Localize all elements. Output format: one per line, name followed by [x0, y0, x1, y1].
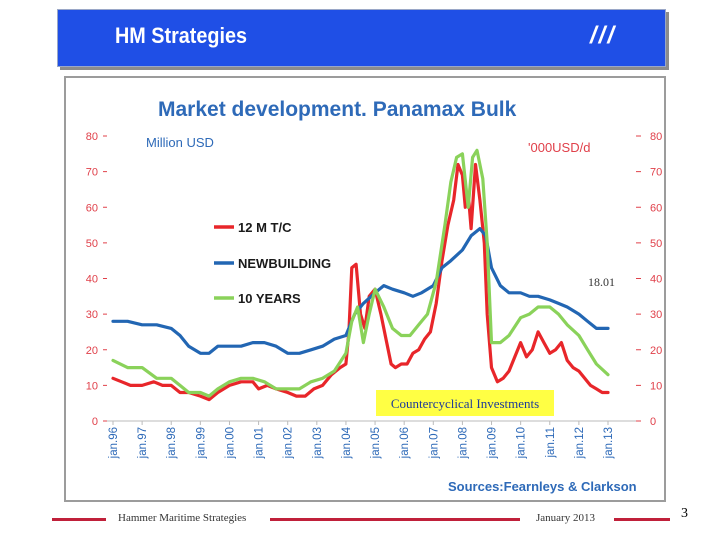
page-number: 3 [681, 506, 688, 521]
right-tick-label-3: 30 [650, 309, 662, 321]
footer-line-left [52, 518, 106, 521]
x-tick-label-3: jan.99 [195, 427, 207, 459]
chart-title: Market development. Panamax Bulk [158, 98, 517, 121]
x-tick-label-11: jan.07 [428, 427, 440, 459]
x-tick-label-9: jan.05 [370, 427, 382, 459]
countercyclical-highlight [376, 390, 554, 416]
x-tick-label-14: jan.10 [516, 427, 528, 459]
left-tick-label-4: 40 [86, 274, 98, 286]
right-tick-label-1: 10 [650, 380, 662, 392]
legend-label-1: NEWBUILDING [238, 256, 331, 271]
left-tick-label-7: 70 [86, 167, 98, 179]
countercyclical-label: Countercyclical Investments [391, 396, 539, 411]
left-tick-label-1: 10 [86, 380, 98, 392]
series-line-2 [111, 148, 610, 398]
x-tick-label-12: jan.08 [457, 427, 469, 459]
left-tick-label-6: 60 [86, 202, 98, 214]
left-axis-label: Million USD [146, 135, 214, 150]
chart-svg: Market development. Panamax Bulk 0 0 10 10 20… [86, 98, 663, 494]
header-title: HM Strategies [115, 23, 248, 48]
slide-header: HM Strategies /// [57, 9, 666, 67]
right-tick-label-7: 70 [650, 167, 662, 179]
footer-company: Hammer Maritime Strategies [118, 512, 247, 524]
x-tick-label-6: jan.02 [283, 427, 295, 459]
x-tick-label-16: jan.12 [574, 427, 586, 459]
series-line-0 [111, 162, 610, 402]
annotation-date: 18.01 [588, 275, 615, 289]
legend-label-0: 12 M T/C [238, 220, 292, 235]
x-tick-label-10: jan.06 [399, 427, 411, 459]
x-tick-label-13: jan.09 [487, 427, 499, 459]
right-tick-label-4: 40 [650, 274, 662, 286]
x-tick-label-2: jan.98 [166, 427, 178, 459]
x-tick-label-17: jan.13 [603, 427, 615, 459]
x-tick-label-4: jan.00 [224, 427, 236, 459]
x-tick-label-0: jan.96 [108, 427, 120, 459]
x-tick-label-8: jan.04 [341, 426, 353, 459]
left-tick-label-3: 30 [86, 309, 98, 321]
footer-line-middle [270, 518, 520, 521]
series-line-1 [111, 227, 610, 355]
chart-source: Sources:Fearnleys & Clarkson [448, 479, 637, 494]
x-tick-label-15: jan.11 [545, 427, 557, 458]
right-tick-label-0: 0 [650, 416, 656, 428]
x-tick-label-7: jan.03 [312, 427, 324, 459]
chart-frame: Market development. Panamax Bulk 0 0 10 10 20… [64, 76, 666, 502]
footer-date: January 2013 [536, 512, 595, 524]
left-tick-label-0: 0 [92, 416, 98, 428]
x-tick-label-1: jan.97 [137, 427, 149, 459]
left-tick-label-5: 50 [86, 238, 98, 250]
left-tick-label-8: 80 [86, 131, 98, 143]
legend-label-2: 10 YEARS [238, 291, 301, 306]
x-tick-label-5: jan.01 [254, 427, 266, 459]
right-tick-label-5: 50 [650, 238, 662, 250]
footer-line-right [614, 518, 670, 521]
right-tick-label-6: 60 [650, 202, 662, 214]
left-tick-label-2: 20 [86, 345, 98, 357]
right-axis-label: '000USD/d [528, 140, 590, 155]
right-tick-label-8: 80 [650, 131, 662, 143]
header-mark: /// [590, 22, 617, 49]
right-tick-label-2: 20 [650, 345, 662, 357]
